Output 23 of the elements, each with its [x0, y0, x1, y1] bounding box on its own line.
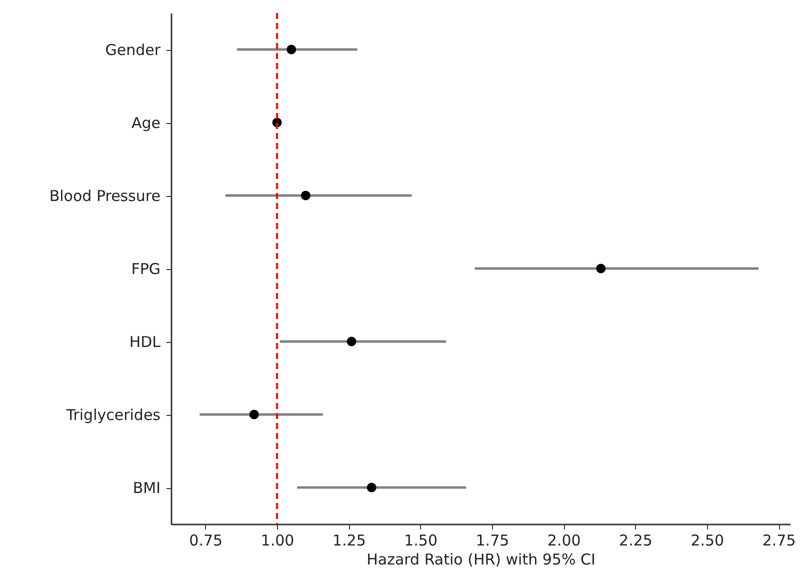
x-tick-label: 1.00 — [260, 532, 294, 550]
x-tick-label: 2.50 — [690, 532, 724, 550]
y-tick-label: BMI — [132, 479, 160, 497]
x-tick-label: 2.00 — [547, 532, 581, 550]
x-axis-title: Hazard Ratio (HR) with 95% CI — [366, 550, 596, 568]
point — [300, 190, 310, 200]
y-tick-label: Age — [131, 114, 160, 132]
point — [366, 482, 376, 492]
y-tick-label: HDL — [129, 333, 162, 351]
x-tick-label: 1.75 — [476, 532, 510, 550]
x-tick-label: 1.25 — [332, 532, 366, 550]
point — [346, 336, 356, 346]
x-tick-label: 2.25 — [619, 532, 652, 550]
y-tick-label: Triglycerides — [65, 406, 161, 424]
y-tick-label: Blood Pressure — [49, 187, 160, 205]
y-tick-label: FPG — [131, 260, 160, 278]
x-tick-label: 1.50 — [404, 532, 438, 550]
x-tick-label: 0.75 — [189, 532, 223, 550]
y-tick-label: Gender — [105, 41, 162, 59]
point — [286, 44, 296, 54]
x-tick-label: 2.75 — [762, 532, 796, 550]
point — [249, 410, 259, 420]
point — [596, 264, 606, 274]
